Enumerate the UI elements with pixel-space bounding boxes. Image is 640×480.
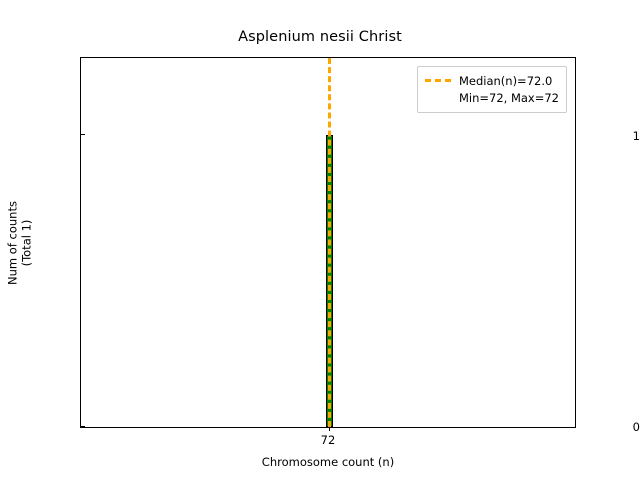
ytick-mark-0 <box>81 426 85 427</box>
legend-label-minmax: Min=72, Max=72 <box>458 90 559 105</box>
y-axis-label-wrap: Num of counts (Total 1) <box>0 57 40 428</box>
chart-title: Asplenium nesii Christ <box>238 29 402 45</box>
ytick-label-0: 0 <box>632 420 640 434</box>
ytick-mark-1 <box>81 134 85 135</box>
plot-area: Median(n)=72.0 Min=72, Max=72 <box>80 57 576 431</box>
blank-swatch-icon <box>425 96 451 99</box>
median-line <box>328 58 331 427</box>
legend-entry-minmax: Min=72, Max=72 <box>425 89 559 106</box>
legend-entry-median: Median(n)=72.0 <box>424 72 559 89</box>
y-axis-label-line1: Num of counts <box>5 200 20 285</box>
legend-label-median: Median(n)=72.0 <box>458 73 553 88</box>
xtick-mark-72 <box>329 427 330 431</box>
legend: Median(n)=72.0 Min=72, Max=72 <box>416 66 567 113</box>
xtick-label-72: 72 <box>320 433 336 447</box>
x-axis-label: Chromosome count (n) <box>261 455 395 469</box>
ytick-label-1: 1 <box>632 129 640 143</box>
y-axis-label: Num of counts (Total 1) <box>6 201 35 285</box>
y-axis-label-line2: (Total 1) <box>20 219 34 266</box>
dashed-line-icon <box>424 79 451 82</box>
